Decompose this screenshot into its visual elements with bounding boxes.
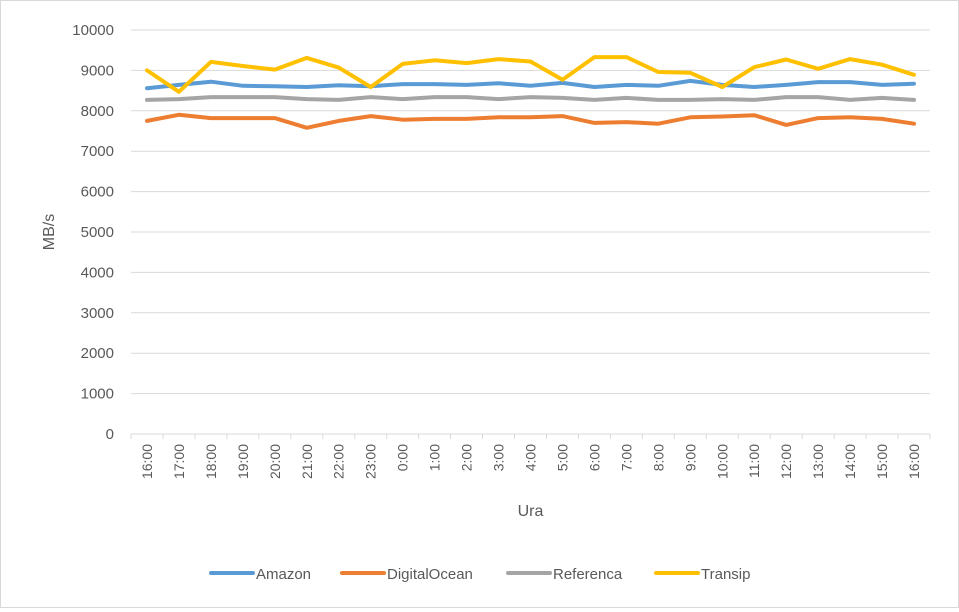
- legend-label-amazon: Amazon: [256, 566, 311, 583]
- x-tick-label: 5:00: [554, 444, 570, 471]
- x-tick-label: 10:00: [714, 444, 730, 479]
- x-axis-title: Ura: [518, 503, 544, 520]
- series-line-digitalocean: [145, 112, 916, 130]
- x-tick-label: 13:00: [810, 444, 826, 479]
- x-tick-label: 15:00: [874, 444, 890, 479]
- y-tick-label: 3000: [81, 305, 114, 322]
- legend-label-digitalocean: DigitalOcean: [387, 566, 473, 583]
- y-tick-label: 10000: [72, 22, 114, 39]
- x-tick-label: 16:00: [906, 444, 922, 479]
- x-tick-label: 16:00: [139, 444, 155, 479]
- series-lines: [145, 55, 916, 130]
- y-tick-label: 9000: [81, 62, 114, 79]
- x-tick-label: 7:00: [618, 444, 634, 471]
- y-tick-label: 0: [106, 426, 114, 443]
- x-tick-label: 9:00: [682, 444, 698, 471]
- y-tick-label: 6000: [81, 184, 114, 201]
- x-tick-label: 18:00: [203, 444, 219, 479]
- x-tick-label: 23:00: [363, 444, 379, 479]
- x-tick-label: 22:00: [331, 444, 347, 479]
- y-axis-ticks: 0 1000 2000 3000 4000 5000 6000 7000 8000 9000 100…: [72, 22, 114, 443]
- x-tick-label: 6:00: [586, 444, 602, 471]
- legend: Amazon DigitalOcean Referenca Transip: [209, 566, 750, 583]
- y-tick-label: 2000: [81, 345, 114, 362]
- x-tick-label: 11:00: [746, 444, 762, 478]
- x-tick-label: 1:00: [427, 444, 443, 471]
- series-line-amazon: [145, 78, 916, 91]
- legend-label-transip: Transip: [701, 566, 750, 583]
- x-axis-ticks: 16:00 17:00 18:00 19:00 20:00 21:00 22:00 23:00…: [130, 434, 931, 479]
- x-tick-label: 2:00: [459, 444, 475, 471]
- series-line-referenca: [145, 95, 916, 102]
- x-tick-label: 12:00: [778, 444, 794, 479]
- y-tick-label: 1000: [81, 386, 114, 403]
- y-axis-title: MB/s: [41, 214, 58, 250]
- y-tick-label: 4000: [81, 264, 114, 281]
- x-tick-label: 17:00: [171, 444, 187, 479]
- x-tick-label: 20:00: [267, 444, 283, 479]
- y-tick-label: 8000: [81, 103, 114, 120]
- legend-label-referenca: Referenca: [553, 566, 623, 583]
- x-tick-label: 0:00: [395, 444, 411, 471]
- x-tick-label: 19:00: [235, 444, 251, 479]
- x-tick-label: 8:00: [650, 444, 666, 471]
- gridlines: [131, 29, 930, 435]
- x-tick-label: 14:00: [842, 444, 858, 479]
- x-tick-label: 4:00: [523, 444, 539, 471]
- y-tick-label: 7000: [81, 143, 114, 160]
- x-tick-label: 3:00: [491, 444, 507, 471]
- x-tick-label: 21:00: [299, 444, 315, 479]
- series-line-transip: [145, 55, 916, 94]
- y-tick-label: 5000: [81, 224, 114, 241]
